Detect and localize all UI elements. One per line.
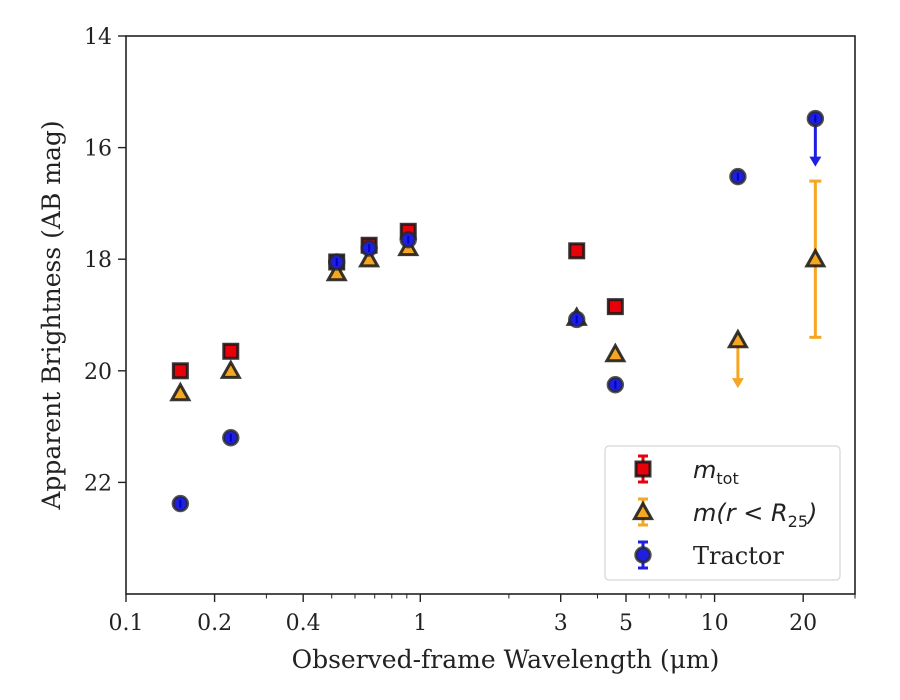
- y-tick-label: 18: [84, 248, 112, 273]
- y-tick-label: 16: [84, 137, 112, 162]
- upper-limit-head: [809, 156, 822, 167]
- legend-label: mtot: [693, 456, 739, 488]
- x-tick-label: 0.1: [109, 611, 144, 636]
- mtot-point: [171, 362, 189, 380]
- legend-box: [604, 445, 841, 581]
- plot-frame: [125, 35, 856, 595]
- legend: mtot m(r < R25) Tractor: [604, 445, 841, 581]
- x-axis-label: Observed-frame Wavelength (μm): [292, 645, 720, 674]
- x-tick-label: 0.2: [197, 611, 232, 636]
- x-tick-label: 20: [789, 611, 817, 636]
- x-tick-label: 1: [413, 611, 427, 636]
- m-r25-point: [325, 261, 348, 282]
- m-r25-point: [219, 359, 242, 379]
- legend-label: m(r < R25): [693, 499, 817, 531]
- m-r25-point: [358, 247, 381, 268]
- legend-marker: [634, 546, 652, 564]
- y-tick-label: 22: [84, 471, 112, 496]
- x-tick-label: 0.4: [286, 611, 321, 636]
- m-r25-point: [169, 381, 192, 402]
- legend-marker: [634, 460, 652, 478]
- y-tick-label: 20: [84, 360, 112, 385]
- mtot-point: [568, 242, 586, 260]
- x-tick-label: 10: [701, 611, 729, 636]
- m-r25-point: [726, 328, 749, 349]
- m-r25-point: [604, 342, 627, 363]
- mtot-point: [222, 342, 240, 360]
- x-tick-label: 3: [554, 611, 568, 636]
- legend-marker: [631, 500, 655, 521]
- y-tick-label: 14: [84, 25, 112, 50]
- mtot-point: [606, 298, 624, 316]
- m-r25-point: [804, 247, 827, 268]
- x-tick-label: 5: [619, 611, 633, 636]
- upper-limit-head: [731, 378, 744, 389]
- y-axis-label: Apparent Brightness (AB mag): [37, 120, 66, 510]
- legend-label: Tractor: [693, 542, 784, 570]
